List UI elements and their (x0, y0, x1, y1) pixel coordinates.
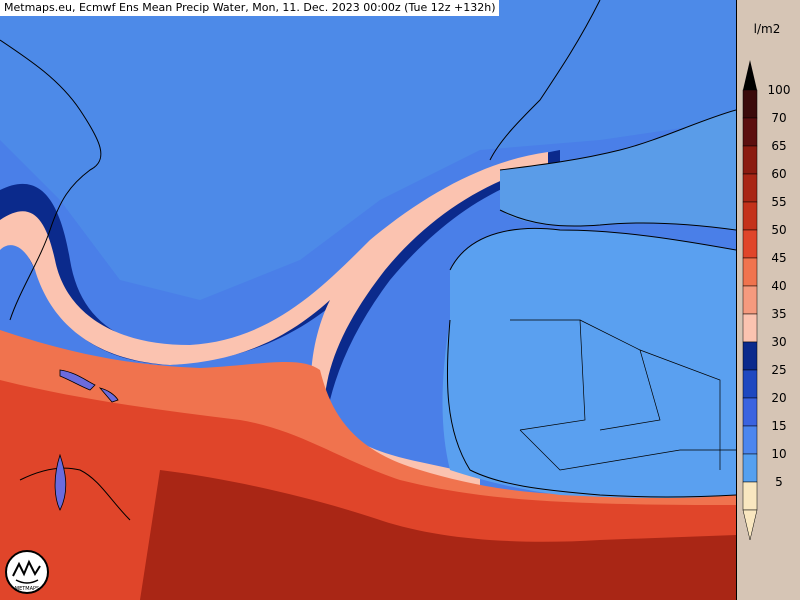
legend-label-35: 35 (771, 307, 787, 321)
legend-swatch-35 (742, 313, 758, 343)
legend-label-25: 25 (771, 363, 787, 377)
legend-swatch-10 (742, 453, 758, 483)
legend-bottom-arrow (742, 509, 758, 541)
legend-label-100: 100 (767, 83, 791, 97)
moisture-band-edge (0, 150, 560, 500)
legend-swatch-50 (742, 229, 758, 259)
africa-landmass (442, 228, 736, 499)
legend-label-45: 45 (771, 251, 787, 265)
map-title: Metmaps.eu, Ecmwf Ens Mean Precip Water,… (0, 0, 500, 16)
legend-scale (742, 60, 758, 541)
legend-swatch-5 (742, 481, 758, 511)
legend-swatch-30 (742, 341, 758, 371)
legend-label-50: 50 (771, 223, 787, 237)
metmaps-logo: METMAPS (4, 548, 50, 596)
legend-top-arrow (743, 60, 757, 90)
legend-swatch-45 (742, 257, 758, 287)
legend-swatch-70 (742, 117, 758, 147)
map-canvas (0, 0, 736, 600)
legend-label-30: 30 (771, 335, 787, 349)
legend-label-60: 60 (771, 167, 787, 181)
legend-swatch-65 (742, 145, 758, 175)
svg-text:METMAPS: METMAPS (15, 586, 39, 592)
coastlines (0, 0, 736, 521)
legend-swatch-15 (742, 425, 758, 455)
legend-label-70: 70 (771, 111, 787, 125)
precip-water-map[interactable] (0, 0, 736, 600)
tropical-max-field (140, 470, 736, 600)
europe-landmass (500, 110, 736, 230)
legend-label-5: 5 (775, 475, 783, 489)
caribbean-islands (54, 369, 119, 511)
legend-label-20: 20 (771, 391, 787, 405)
legend-swatch-60 (742, 173, 758, 203)
country-borders (510, 319, 736, 471)
legend-swatch-55 (742, 201, 758, 231)
legend-swatch-20 (742, 397, 758, 427)
legend-unit: l/m2 (753, 22, 781, 36)
legend-label-40: 40 (771, 279, 787, 293)
legend-label-65: 65 (771, 139, 787, 153)
legend-label-55: 55 (771, 195, 787, 209)
legend-swatch-40 (742, 285, 758, 315)
legend-swatch-25 (742, 369, 758, 399)
legend-swatch-100 (742, 89, 758, 119)
legend-label-15: 15 (771, 419, 787, 433)
legend-label-10: 10 (771, 447, 787, 461)
north-field (0, 0, 736, 300)
atmospheric-river-plume (0, 152, 548, 490)
color-legend: l/m2 100 70 65 60 55 50 45 40 35 30 25 20 15 10 5 (736, 0, 800, 600)
